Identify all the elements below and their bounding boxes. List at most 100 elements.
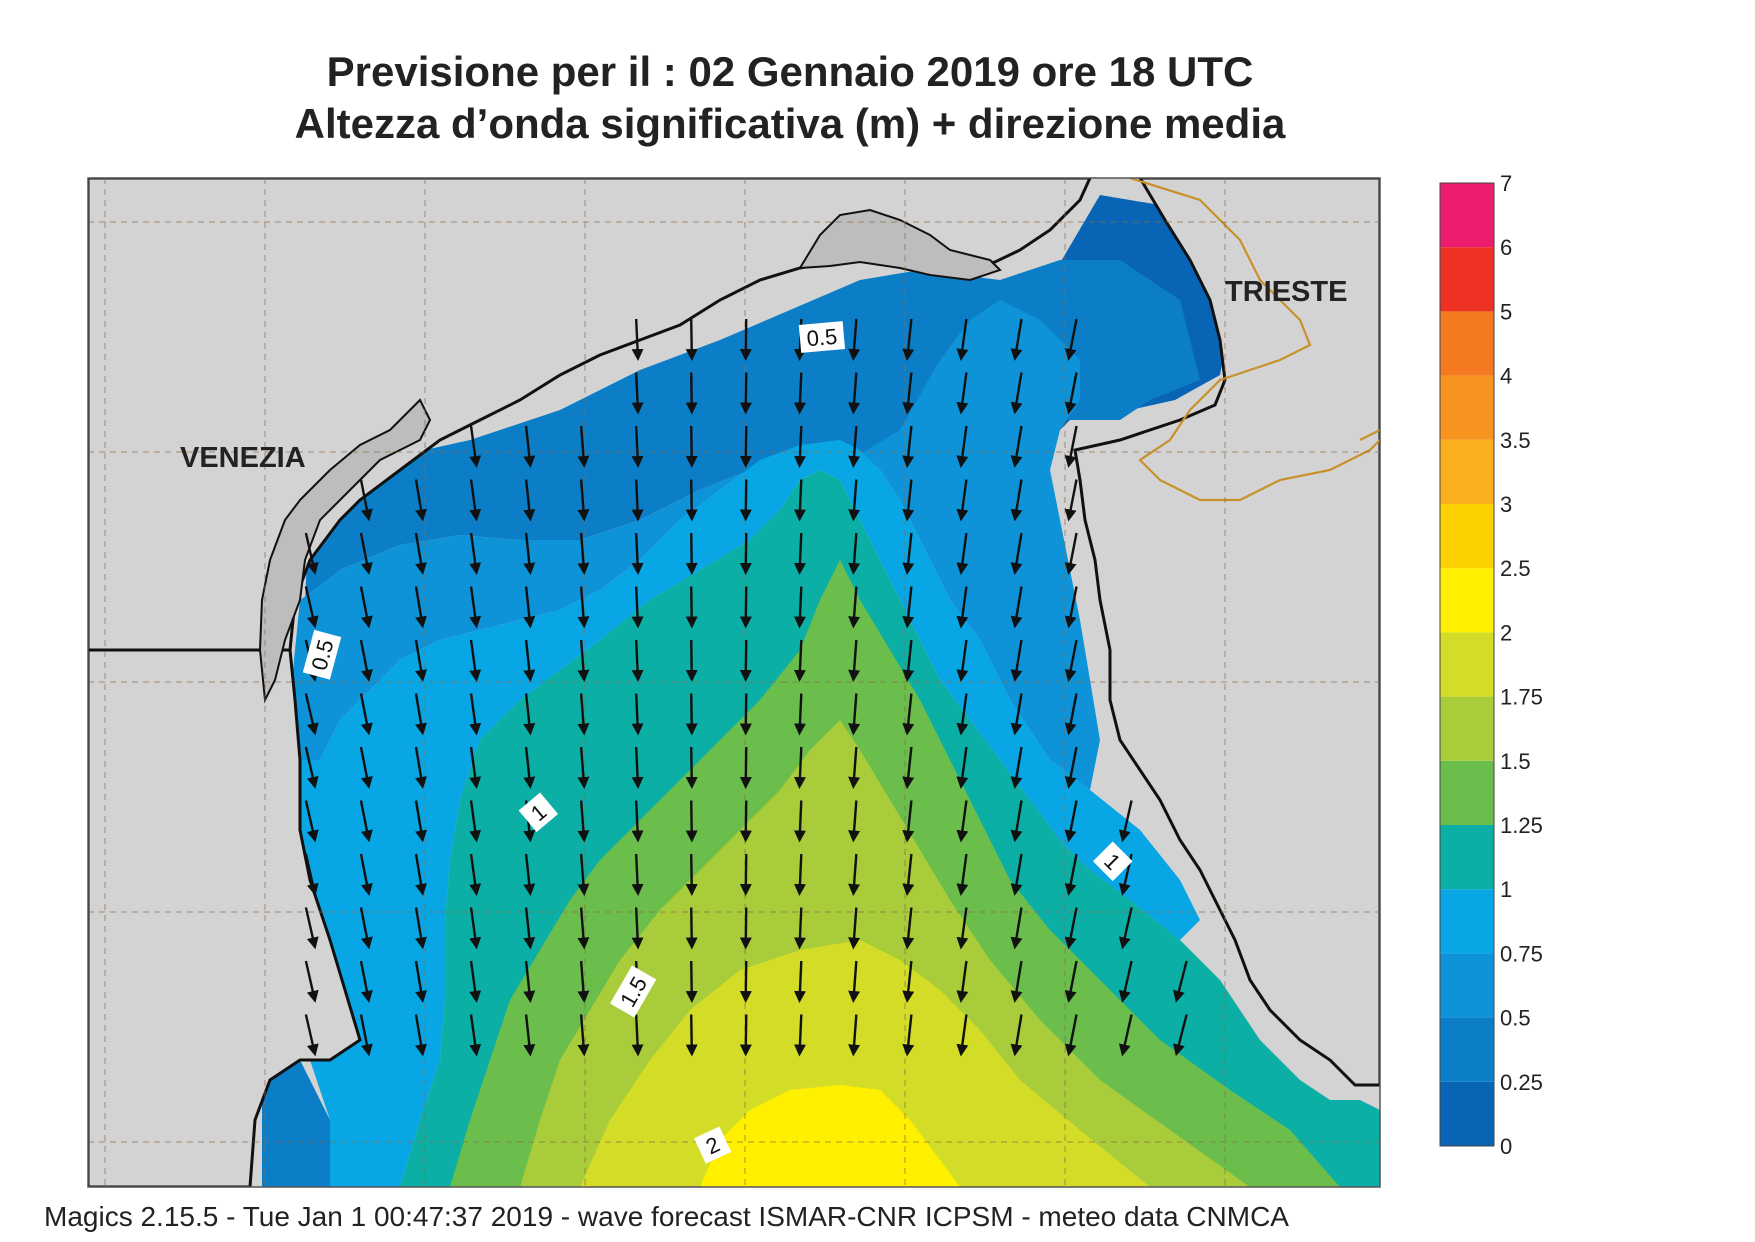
direction-arrow [685, 532, 698, 575]
direction-arrow [739, 853, 752, 896]
title-line-2: Altezza d’onda significativa (m) + direz… [294, 100, 1286, 147]
direction-arrow [523, 586, 536, 629]
direction-arrow [304, 800, 319, 843]
direction-arrow [956, 318, 969, 361]
direction-arrow [414, 693, 427, 736]
direction-arrow [577, 960, 590, 1003]
direction-arrow [523, 479, 536, 522]
direction-arrow [739, 372, 752, 415]
direction-arrow [1064, 800, 1078, 843]
direction-arrow [956, 960, 969, 1003]
direction-arrow [631, 532, 644, 575]
venice-lagoon [258, 398, 432, 704]
direction-arrow [414, 586, 427, 629]
direction-arrow [469, 693, 482, 736]
colorbar-segment [1440, 825, 1494, 890]
colorbar-segment [1440, 696, 1494, 761]
direction-arrow [1010, 479, 1023, 522]
direction-arrow [1118, 1014, 1133, 1057]
direction-arrow [902, 1014, 915, 1057]
direction-arrow [848, 479, 861, 522]
direction-arrow [469, 907, 482, 950]
direction-arrow [577, 693, 590, 736]
direction-arrow [523, 693, 536, 736]
direction-arrow [956, 586, 969, 629]
direction-arrow [685, 960, 698, 1003]
title-line-1: Previsione per il : 02 Gennaio 2019 ore … [326, 48, 1254, 95]
colorbar-tick-label: 2 [1500, 620, 1512, 645]
direction-arrow [902, 372, 915, 415]
direction-arrow [848, 853, 861, 896]
direction-arrow [848, 372, 861, 415]
direction-arrow [1064, 1014, 1078, 1057]
colorbar-tick-label: 3 [1500, 492, 1512, 517]
direction-arrow [1010, 639, 1023, 682]
direction-arrow [414, 746, 427, 789]
direction-arrow [304, 907, 319, 950]
direction-arrow [359, 639, 373, 682]
direction-arrow [739, 1014, 752, 1057]
direction-arrow [848, 425, 861, 468]
direction-arrow [414, 532, 427, 575]
direction-arrow [469, 746, 482, 789]
colorbar-segment [1440, 1081, 1494, 1146]
direction-arrow [469, 532, 482, 575]
direction-arrow [956, 853, 969, 896]
direction-arrow [523, 639, 536, 682]
direction-arrow [359, 907, 373, 950]
colorbar-segment [1440, 760, 1494, 825]
direction-arrow [359, 746, 373, 789]
direction-arrow [956, 479, 969, 522]
grado-marano-lagoon [798, 208, 1002, 282]
direction-arrow [848, 693, 861, 736]
contour-label-1-west: 1 [518, 792, 559, 832]
direction-arrow [739, 586, 752, 629]
direction-arrow [523, 1014, 536, 1057]
direction-arrow [902, 693, 915, 736]
direction-arrow [469, 960, 482, 1003]
colorbar-segment [1440, 247, 1494, 312]
direction-arrow [469, 1014, 482, 1057]
direction-arrow [631, 372, 644, 415]
direction-arrow [902, 907, 915, 950]
land-west-coast [88, 648, 362, 1187]
direction-arrows [304, 318, 1188, 1057]
direction-arrow [631, 800, 644, 843]
direction-arrow [577, 800, 590, 843]
colorbar-tick-label: 2.5 [1500, 556, 1531, 581]
direction-arrow [739, 479, 752, 522]
colorbar-segment [1440, 568, 1494, 633]
direction-arrow [631, 1014, 644, 1057]
direction-arrow [793, 425, 806, 468]
direction-arrow [793, 800, 806, 843]
direction-arrow [793, 746, 806, 789]
direction-arrow [1064, 693, 1078, 736]
direction-arrow [304, 532, 319, 575]
direction-arrow [631, 425, 644, 468]
direction-arrow [414, 853, 427, 896]
direction-arrow [523, 425, 536, 468]
colorbar-tick-label: 5 [1500, 299, 1512, 324]
direction-arrow [1064, 532, 1078, 575]
direction-arrow [1118, 960, 1133, 1003]
direction-arrow [1064, 372, 1078, 415]
direction-arrow [1064, 853, 1078, 896]
colorbar-segment [1440, 504, 1494, 569]
direction-arrow [304, 1014, 319, 1057]
direction-arrow [848, 960, 861, 1003]
colorbar-tick-label: 1.75 [1500, 685, 1543, 710]
direction-arrow [956, 800, 969, 843]
direction-arrow [685, 907, 698, 950]
colorbar-tick-label: 1 [1500, 877, 1512, 902]
colorbar-segment [1440, 889, 1494, 954]
direction-arrow [631, 586, 644, 629]
colorbar-segment [1440, 311, 1494, 376]
direction-arrow [469, 800, 482, 843]
colorbar-frame [1439, 182, 1495, 1147]
direction-arrow [1010, 372, 1023, 415]
colorbar-segment [1440, 375, 1494, 440]
colorbar-segment [1440, 183, 1494, 248]
direction-arrow [902, 853, 915, 896]
direction-arrow [793, 639, 806, 682]
sea-band-1.75-2 [580, 940, 1150, 1187]
